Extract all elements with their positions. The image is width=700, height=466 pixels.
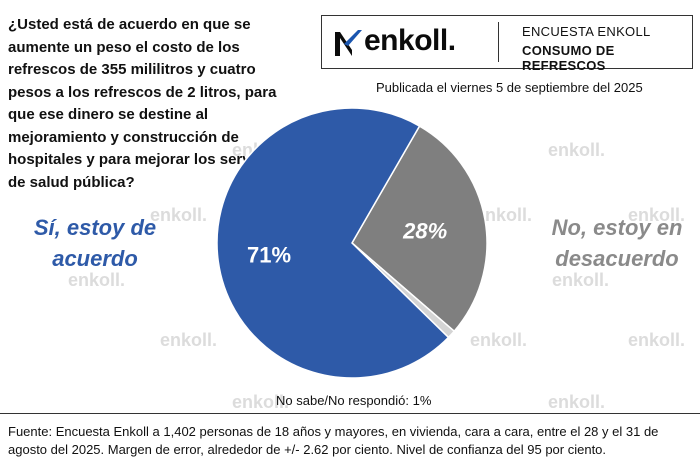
pie-slice-no xyxy=(351,125,488,333)
legend-label-yes-line1: Sí, estoy de xyxy=(33,215,157,240)
legend-label-yes-line2: acuerdo xyxy=(52,246,138,271)
watermark-text: enkoll. xyxy=(470,330,528,350)
legend-label-no-line1: No, estoy en xyxy=(551,215,683,240)
watermark-text: enkoll. xyxy=(160,330,218,350)
pie-value-label-yes: 71% xyxy=(247,242,291,267)
survey-question: ¿Usted está de acuerdo en que se aumente… xyxy=(8,16,285,191)
source-divider xyxy=(0,413,700,414)
logo-wordmark: enkoll. xyxy=(364,24,456,57)
legend-label-no: No, estoy en desacuerdo xyxy=(537,212,697,274)
watermark-text: enkoll. xyxy=(628,330,686,350)
watermark-text: enkoll. xyxy=(150,205,208,225)
legend-label-no-line2: desacuerdo xyxy=(555,246,679,271)
watermark-text: enkoll. xyxy=(475,205,533,225)
pie-value-label-no: 28% xyxy=(402,219,447,244)
legend-label-yes: Sí, estoy de acuerdo xyxy=(20,212,170,274)
watermark-text: enkoll. xyxy=(68,270,126,290)
source-note: Fuente: Encuesta Enkoll a 1,402 personas… xyxy=(8,424,659,457)
watermark-text: enkoll. xyxy=(232,392,290,412)
logo-divider xyxy=(498,22,499,62)
header-logo-box: enkoll. ENCUESTA ENKOLL CONSUMO DE REFRE… xyxy=(321,15,693,73)
watermark-text: enkoll. xyxy=(628,205,686,225)
pie-slice-yes xyxy=(216,107,450,379)
watermark-text: enkoll. xyxy=(548,392,606,412)
publication-date: Publicada el viernes 5 de septiembre del… xyxy=(376,80,643,95)
no-response-label: No sabe/No respondió: 1% xyxy=(276,393,432,408)
enkoll-logo-icon xyxy=(335,30,362,56)
survey-title: ENCUESTA ENKOLL xyxy=(522,24,651,39)
watermark-text: enkoll. xyxy=(548,140,606,160)
watermark-text: enkoll. xyxy=(552,270,610,290)
survey-topic: CONSUMO DE REFRESCOS xyxy=(522,43,615,73)
